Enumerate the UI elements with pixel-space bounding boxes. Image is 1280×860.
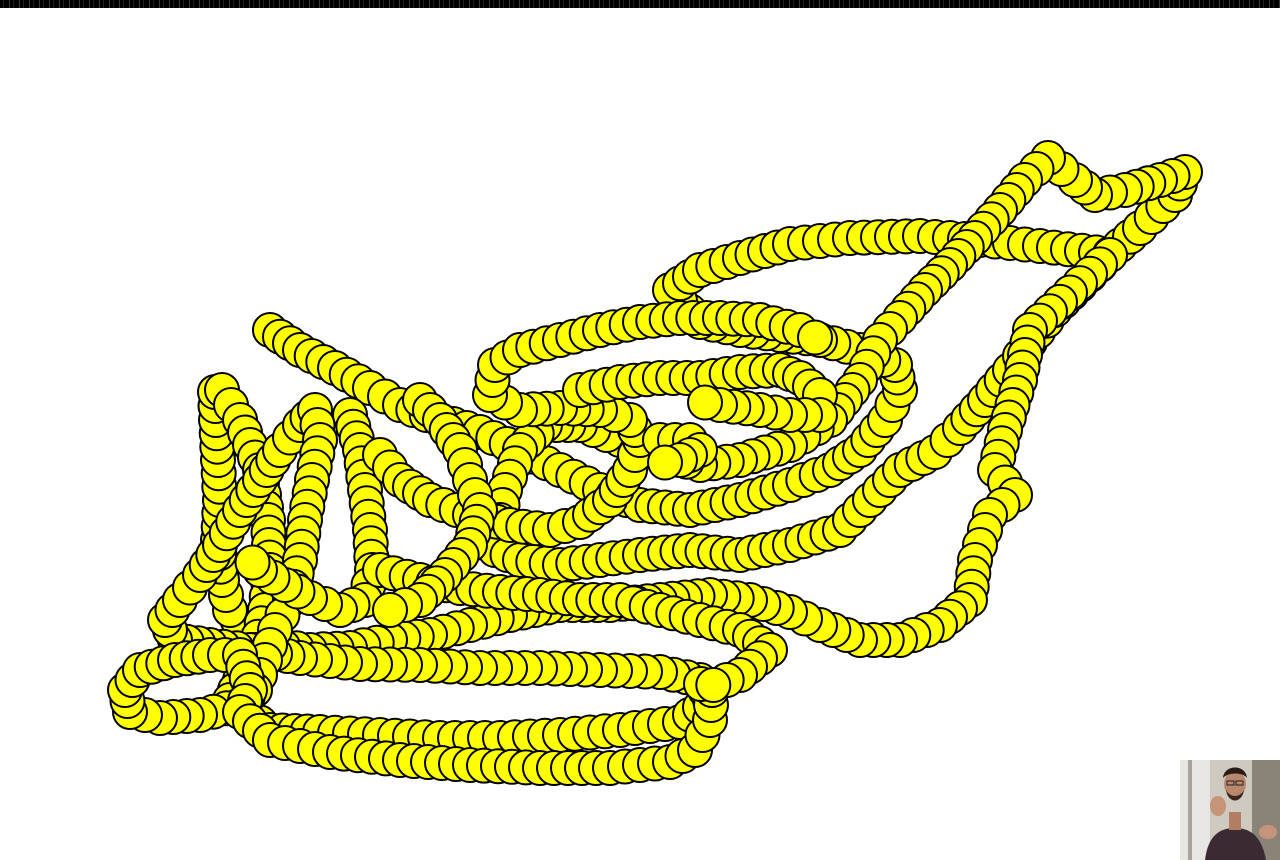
- yellow-ball: [234, 544, 271, 581]
- yellow-ball: [695, 667, 732, 703]
- webcam-overlay: [1180, 760, 1280, 860]
- yellow-ball: [372, 592, 408, 628]
- presenter-icon: [1180, 760, 1280, 860]
- top-edge-bar: [0, 0, 1280, 8]
- yellow-ball: [647, 444, 683, 481]
- yellow-ball: [687, 384, 723, 421]
- yellow-ball: [797, 319, 833, 356]
